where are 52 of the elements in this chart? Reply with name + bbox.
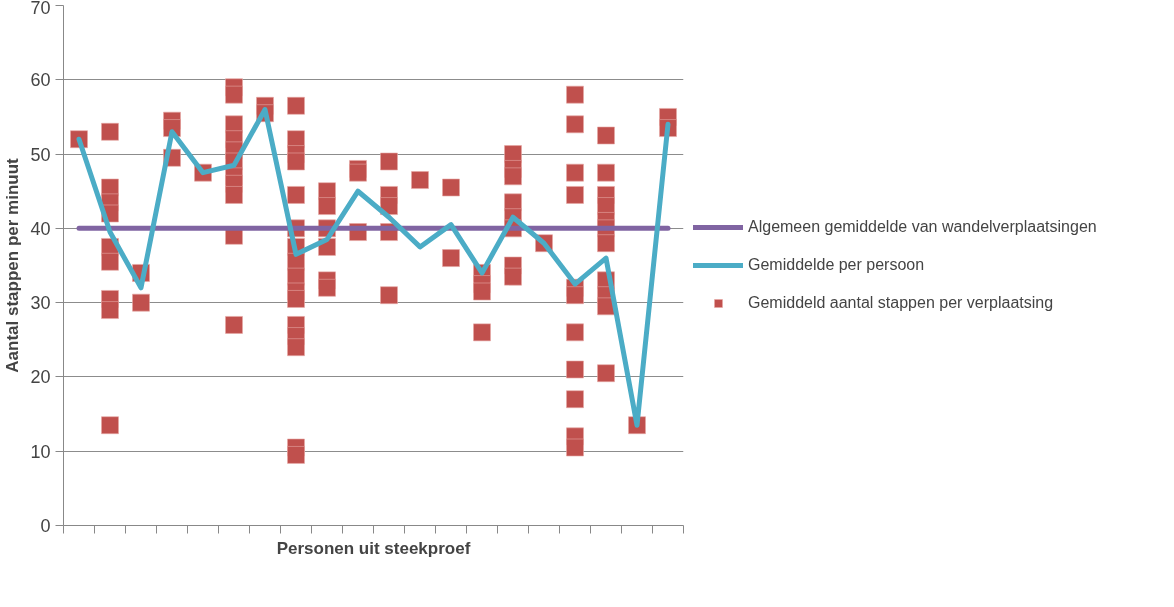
- y-tick-label: 0: [40, 516, 51, 536]
- point: [504, 267, 522, 286]
- y-tick-label: 60: [30, 70, 51, 91]
- point: [349, 163, 367, 182]
- y-tick-label: 10: [30, 441, 51, 462]
- point: [597, 234, 615, 253]
- legend-label: Algemeen gemiddelde van wandelverplaatsingen: [748, 218, 1097, 236]
- legend-label: Gemiddeld aantal stappen per verplaatsing: [748, 294, 1054, 312]
- point: [380, 152, 398, 171]
- point: [287, 289, 305, 308]
- point: [566, 390, 584, 409]
- point: [566, 286, 584, 305]
- point: [225, 85, 243, 104]
- point: [597, 364, 615, 383]
- point: [504, 167, 522, 186]
- point: [101, 416, 119, 435]
- y-tick-label: 30: [30, 293, 51, 314]
- point: [566, 360, 584, 379]
- y-tick-label: 20: [30, 367, 51, 388]
- point: [287, 445, 305, 464]
- point: [442, 249, 460, 268]
- x-axis-title: Personen uit steekproef: [276, 538, 471, 558]
- point: [380, 286, 398, 305]
- point: [473, 323, 491, 342]
- point: [287, 185, 305, 204]
- point: [566, 323, 584, 342]
- point: [287, 96, 305, 115]
- point: [566, 115, 584, 134]
- legend-label: Gemiddelde per persoon: [748, 256, 925, 274]
- point: [318, 197, 336, 216]
- point: [132, 293, 150, 312]
- point: [225, 315, 243, 334]
- y-tick-label: 40: [30, 218, 51, 239]
- point: [101, 122, 119, 141]
- y-tick-label: 50: [30, 144, 51, 165]
- point: [473, 282, 491, 301]
- point: [287, 152, 305, 171]
- point: [411, 171, 429, 190]
- y-axis-title: Aantal stappen per minuut: [3, 157, 23, 373]
- point: [101, 301, 119, 320]
- point: [287, 338, 305, 357]
- point: [566, 438, 584, 457]
- point: [566, 85, 584, 104]
- point: [566, 185, 584, 204]
- point: [566, 163, 584, 182]
- point: [101, 252, 119, 271]
- point: [597, 163, 615, 182]
- point: [597, 126, 615, 145]
- point: [442, 178, 460, 197]
- point: [318, 278, 336, 297]
- point: [225, 185, 243, 204]
- y-tick-label: 70: [30, 0, 51, 18]
